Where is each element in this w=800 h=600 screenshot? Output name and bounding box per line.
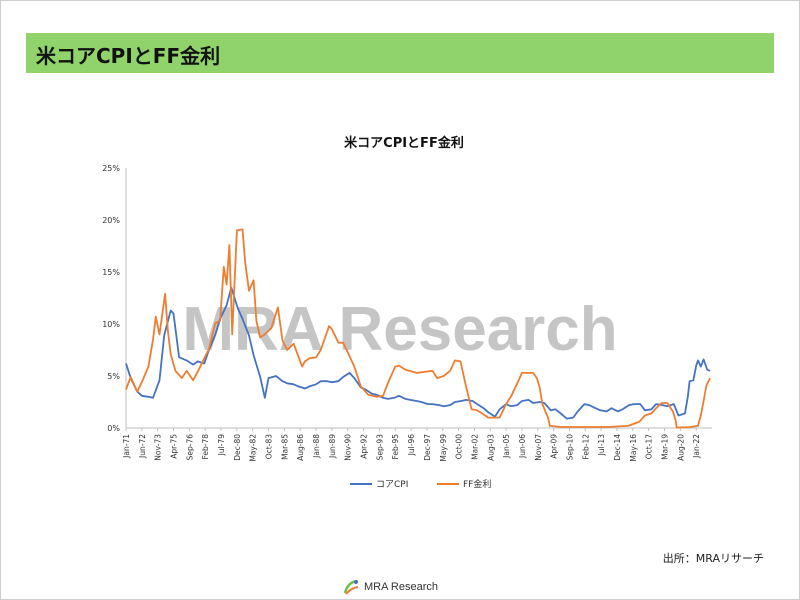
x-tick-label: Feb-12 bbox=[581, 434, 590, 460]
mra-logo-icon bbox=[343, 579, 359, 595]
x-tick-label: Aug-86 bbox=[296, 434, 305, 461]
x-tick-label: Oct-83 bbox=[265, 434, 274, 459]
x-tick-label: Apr-09 bbox=[550, 434, 559, 459]
x-tick-label: Feb-95 bbox=[391, 434, 400, 460]
x-tick-label: Nov-07 bbox=[534, 434, 543, 461]
x-tick-label: Sep-76 bbox=[185, 434, 194, 461]
x-tick-label: Dec-14 bbox=[613, 434, 622, 461]
series-line-ff-rate bbox=[125, 228, 711, 429]
x-tick-label: Apr-92 bbox=[360, 434, 369, 459]
x-tick-label: Mar-85 bbox=[280, 434, 289, 460]
x-tick-label: Jul-13 bbox=[597, 434, 606, 457]
x-tick-label: Nov-73 bbox=[154, 434, 163, 461]
y-tick-label: 25% bbox=[102, 164, 120, 173]
y-tick-label: 20% bbox=[102, 216, 120, 225]
x-tick-label: Jan-88 bbox=[312, 434, 321, 459]
x-tick-label: Jul-79 bbox=[217, 434, 226, 457]
x-tick-label: May-16 bbox=[629, 434, 638, 462]
chart-title: 米コアCPIとFF金利 bbox=[344, 135, 464, 151]
y-tick-label: 15% bbox=[102, 268, 120, 277]
x-tick-label: Mar-19 bbox=[660, 434, 669, 460]
header-bar: 米コアCPIとFF金利 bbox=[26, 33, 774, 73]
x-tick-label: Jun-89 bbox=[328, 434, 337, 459]
x-tick-label: Mar-02 bbox=[470, 434, 479, 460]
x-tick-label: Jan-05 bbox=[502, 434, 511, 459]
x-tick-label: Jan-71 bbox=[122, 434, 131, 459]
header-title: 米コアCPIとFF金利 bbox=[36, 44, 221, 68]
series-line-core-cpi bbox=[125, 286, 711, 420]
x-tick-label: Jun-06 bbox=[518, 434, 527, 459]
x-tick-label: Jan-22 bbox=[692, 434, 701, 459]
x-tick-label: May-99 bbox=[439, 434, 448, 462]
x-tick-label: Dec-80 bbox=[233, 434, 242, 461]
x-tick-label: May-82 bbox=[249, 434, 258, 462]
x-tick-label: Apr-75 bbox=[170, 434, 179, 459]
x-tick-label: Oct-17 bbox=[645, 434, 654, 459]
footer-logo: MRA Research bbox=[342, 577, 438, 597]
x-tick-label: Nov-90 bbox=[344, 434, 353, 461]
x-tick-label: Oct-00 bbox=[455, 434, 464, 459]
source-note: 出所：MRAリサーチ bbox=[662, 552, 764, 565]
x-tick-label: Aug-20 bbox=[676, 434, 685, 461]
y-tick-label: 0% bbox=[107, 424, 120, 433]
x-tick-label: Sep-10 bbox=[565, 434, 574, 461]
y-tick-label: 5% bbox=[107, 372, 120, 381]
x-tick-label: Aug-03 bbox=[486, 434, 495, 461]
x-tick-label: Dec-97 bbox=[423, 434, 432, 461]
legend-label: コアCPI bbox=[376, 480, 408, 490]
y-tick-label: 10% bbox=[102, 320, 120, 329]
footer-logo-text: MRA Research bbox=[364, 581, 438, 593]
x-tick-label: Jul-96 bbox=[407, 434, 416, 457]
x-tick-label: Jun-72 bbox=[138, 434, 147, 459]
legend-label: FF金利 bbox=[463, 478, 491, 490]
x-tick-label: Feb-78 bbox=[201, 434, 210, 460]
x-tick-label: Sep-93 bbox=[375, 434, 384, 461]
